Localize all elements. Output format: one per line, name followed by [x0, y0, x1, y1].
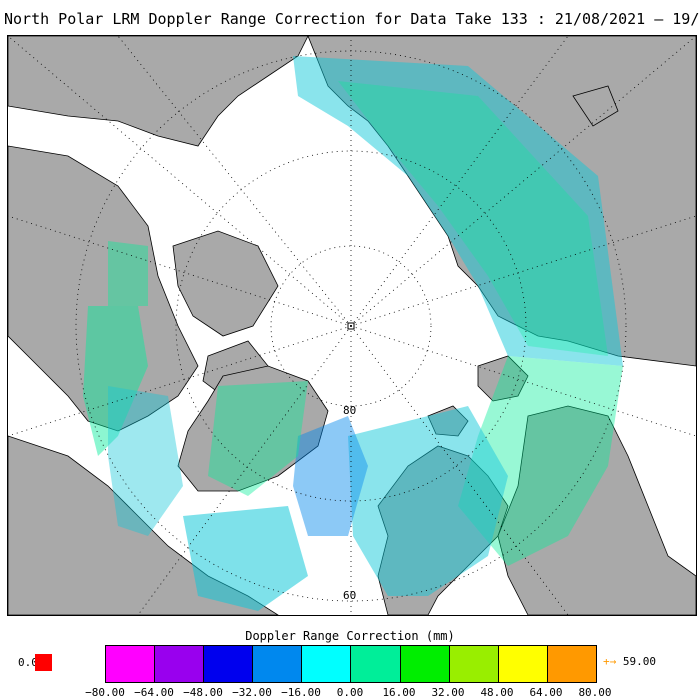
color-scale-tick-label: −48.00 [183, 686, 223, 699]
color-scale-segment [302, 646, 352, 682]
graticule [8, 36, 696, 615]
overflow-arrow: +→ [603, 655, 617, 668]
polar-map-canvas [8, 36, 696, 615]
map-title: North Polar LRM Doppler Range Correction… [4, 10, 700, 28]
legend-title: Doppler Range Correction (mm) [245, 629, 455, 643]
color-scale-tick-label: 48.00 [480, 686, 514, 699]
color-scale-tick-label: −32.00 [232, 686, 272, 699]
color-scale-tick-label: 64.00 [529, 686, 563, 699]
color-scale-tick-label: 16.00 [382, 686, 416, 699]
color-scale-segment [547, 646, 596, 682]
overflow-value: 59.00 [622, 655, 656, 668]
color-scale-tick-label: 0.00 [336, 686, 364, 699]
overflow-indicator: +→ 59.00 [603, 655, 656, 668]
land-masses [8, 36, 696, 615]
color-scale-segment [449, 646, 499, 682]
reference-value: 0.0 [18, 656, 38, 669]
satellite-tracks [83, 56, 623, 611]
latitude-label-60: 60 [343, 589, 357, 602]
color-scale-segment [351, 646, 401, 682]
color-scale-segment [204, 646, 254, 682]
color-scale-segment [106, 646, 156, 682]
color-scale-segment [498, 646, 548, 682]
color-scale-bar [105, 645, 597, 683]
color-scale-segment [253, 646, 303, 682]
polar-map: 80 60 [7, 35, 697, 616]
color-scale-segment [400, 646, 450, 682]
reference-swatch [35, 654, 52, 671]
color-scale-tick-label: −64.00 [134, 686, 174, 699]
color-scale-tick-label: −80.00 [85, 686, 125, 699]
latitude-label-80: 80 [343, 404, 357, 417]
color-scale-segment [155, 646, 205, 682]
pole-marker [347, 322, 355, 330]
color-scale-tick-label: 80.00 [578, 686, 612, 699]
color-scale-tick-label: −16.00 [281, 686, 321, 699]
color-scale-tick-label: 32.00 [431, 686, 465, 699]
